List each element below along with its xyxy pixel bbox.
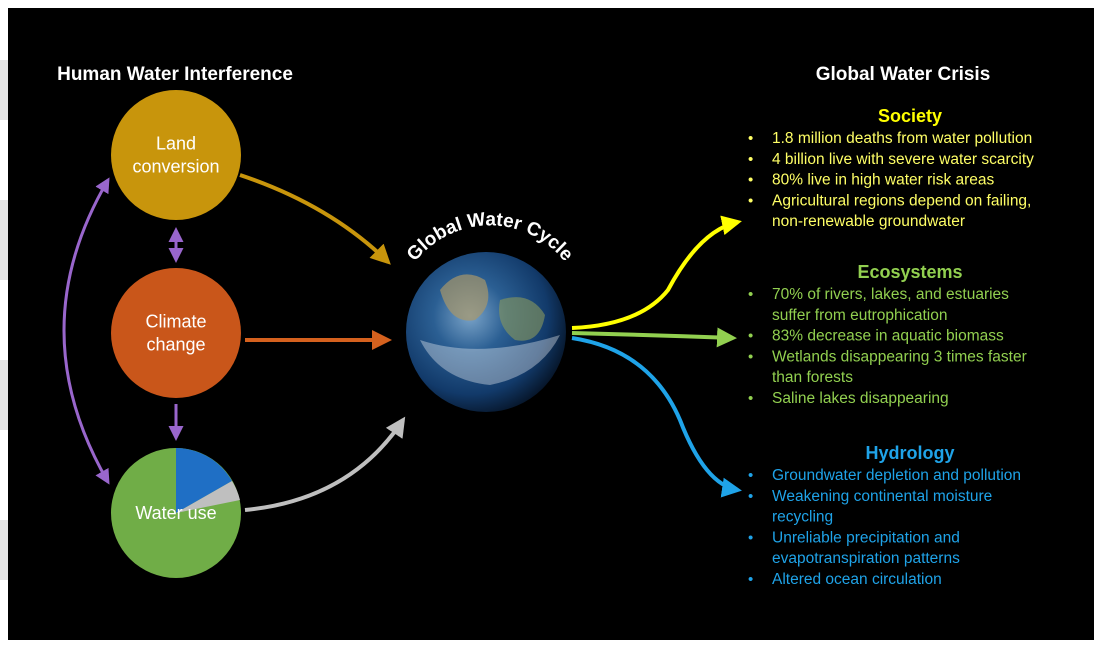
- watermark: [0, 60, 8, 580]
- bullet-text: Agricultural regions depend on failing,: [772, 192, 1031, 209]
- left-title: Human Water Interference: [57, 64, 293, 85]
- bullet: •: [748, 172, 753, 189]
- bullet: •: [748, 467, 753, 484]
- bullet: •: [748, 328, 753, 345]
- driver-label: Water use: [135, 503, 216, 523]
- bullet-text: Unreliable precipitation and: [772, 529, 960, 546]
- bullet-text: Wetlands disappearing 3 times faster: [772, 348, 1027, 365]
- bullet: •: [748, 151, 753, 168]
- driver-label: conversion: [132, 157, 219, 177]
- land-circle: [111, 90, 241, 220]
- bullet-text: than forests: [772, 369, 853, 386]
- bullet: •: [748, 390, 753, 407]
- page: Human Water Interference Global Water Cr…: [0, 0, 1094, 646]
- bullet-text: 80% live in high water risk areas: [772, 172, 995, 189]
- bullet: •: [748, 286, 753, 303]
- driver-label: change: [146, 335, 205, 355]
- driver-label: Land: [156, 134, 196, 154]
- climate-circle: [111, 268, 241, 398]
- bullet-text: Altered ocean circulation: [772, 571, 942, 588]
- section-heading: Hydrology: [865, 443, 954, 463]
- bullet-text: 4 billion live with severe water scarcit…: [772, 151, 1034, 168]
- bullet-text: Weakening continental moisture: [772, 488, 992, 505]
- driver-label: Climate: [145, 312, 206, 332]
- diagram: Human Water Interference Global Water Cr…: [0, 0, 1094, 646]
- bullet: •: [748, 488, 753, 505]
- right-title: Global Water Crisis: [816, 64, 991, 85]
- bullet: •: [748, 192, 753, 209]
- bullet: •: [748, 571, 753, 588]
- bullet-text: 70% of rivers, lakes, and estuaries: [772, 286, 1009, 303]
- bullet: •: [748, 529, 753, 546]
- bullet-text: evapotranspiration patterns: [772, 550, 960, 567]
- bullet: •: [748, 130, 753, 147]
- bullet-text: suffer from eutrophication: [772, 307, 947, 324]
- bullet-text: recycling: [772, 509, 833, 526]
- globe: [406, 252, 566, 412]
- bullet-text: Groundwater depletion and pollution: [772, 467, 1021, 484]
- section-heading: Society: [878, 106, 942, 126]
- bullet-text: 83% decrease in aquatic biomass: [772, 328, 1004, 345]
- bullet-text: 1.8 million deaths from water pollution: [772, 130, 1032, 147]
- bullet-text: Saline lakes disappearing: [772, 390, 949, 407]
- bullet: •: [748, 348, 753, 365]
- bullet-text: non-renewable groundwater: [772, 213, 965, 230]
- section-heading: Ecosystems: [857, 262, 962, 282]
